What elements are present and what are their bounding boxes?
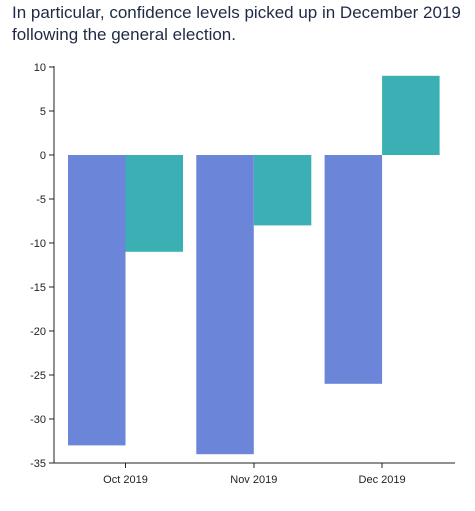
- chart-title: In particular, confidence levels picked …: [12, 3, 461, 44]
- y-tick-label: -35: [30, 458, 46, 470]
- y-tick-label: 0: [40, 150, 46, 162]
- x-axis: Oct 2019 Nov 2019 Dec 2019: [54, 462, 455, 486]
- y-axis: 10 5 0 -5 -10 -15 -20 -25 -30 -35: [30, 62, 55, 470]
- x-tick-label: Oct 2019: [103, 474, 148, 486]
- bar-series-b-oct-2019: [125, 155, 183, 252]
- bar-series-a-oct-2019: [68, 155, 126, 446]
- bar-series-b-dec-2019: [382, 75, 440, 155]
- bars-group: [68, 75, 440, 455]
- y-tick-label: -25: [30, 370, 46, 382]
- x-tick-label: Nov 2019: [230, 474, 277, 486]
- bar-series-a-nov-2019: [196, 155, 254, 455]
- y-tick-label: 5: [40, 106, 46, 118]
- y-tick-label: -30: [30, 414, 46, 426]
- bar-series-a-dec-2019: [324, 155, 383, 384]
- y-tick-label: 10: [34, 62, 46, 74]
- y-tick-label: -15: [30, 282, 46, 294]
- y-tick-label: -20: [30, 326, 46, 338]
- x-tick-label: Dec 2019: [359, 474, 406, 486]
- bar-series-b-nov-2019: [253, 155, 312, 226]
- y-tick-label: -10: [30, 238, 46, 250]
- y-tick-label: -5: [36, 194, 46, 206]
